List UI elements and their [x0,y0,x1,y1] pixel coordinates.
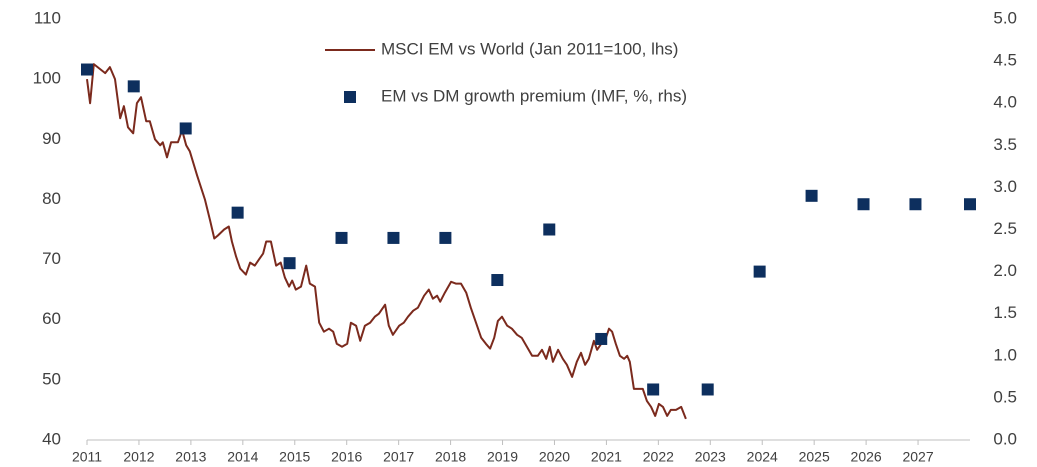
y2-tick-label: 3.0 [993,177,1017,196]
y2-tick-label: 2.5 [993,219,1017,238]
x-tick-label: 2011 [72,449,102,465]
point [805,189,818,202]
point [595,332,608,345]
point [127,80,140,93]
legend-swatch [344,91,356,103]
x-tick-label: 2017 [383,449,414,465]
x-tick-label: 2027 [902,449,933,465]
y2-tick-label: 0.5 [993,387,1017,406]
x-tick-label: 2013 [175,449,206,465]
point [283,257,296,270]
point [909,198,922,211]
y2-tick-label: 5.0 [993,8,1017,27]
y2-tick-label: 1.5 [993,303,1017,322]
y-tick-label: 80 [42,189,61,208]
y2-tick-label: 1.0 [993,345,1017,364]
point [231,206,244,219]
y2-tick-label: 4.0 [993,93,1017,112]
y-tick-label: 60 [42,309,61,328]
legend-label: MSCI EM vs World (Jan 2011=100, lhs) [381,39,678,58]
x-tick-label: 2025 [799,449,830,465]
x-tick-label: 2023 [695,449,726,465]
y-tick-label: 90 [42,129,61,148]
y-tick-label: 110 [34,8,61,27]
x-tick-label: 2016 [331,449,362,465]
x-tick-label: 2012 [123,449,154,465]
y2-tick-label: 2.0 [993,261,1017,280]
x-tick-label: 2015 [279,449,310,465]
y2-tick-label: 0.0 [993,429,1017,448]
x-tick-label: 2020 [539,449,570,465]
y-tick-label: 70 [42,249,61,268]
point [543,223,556,236]
y2-tick-label: 4.5 [993,51,1017,70]
x-tick-label: 2024 [747,449,778,465]
line [86,63,687,420]
x-tick-label: 2022 [643,449,674,465]
point [179,122,192,135]
x-tick-label: 2018 [435,449,466,465]
point [81,63,93,76]
point [647,383,660,396]
point [857,198,870,211]
x-tick-label: 2019 [487,449,518,465]
point [491,274,504,287]
legend-label: EM vs DM growth premium (IMF, %, rhs) [381,86,687,105]
x-tick-label: 2014 [227,449,258,465]
point [439,231,452,244]
point [335,231,348,244]
y-tick-label: 40 [42,429,61,448]
point [964,198,976,211]
point [753,265,766,278]
y2-tick-label: 3.5 [993,135,1017,154]
x-tick-label: 2021 [591,449,622,465]
y-tick-label: 50 [42,369,61,388]
y-tick-label: 100 [33,69,61,88]
x-tick-label: 2026 [851,449,882,465]
point [387,231,400,244]
point [701,383,714,396]
